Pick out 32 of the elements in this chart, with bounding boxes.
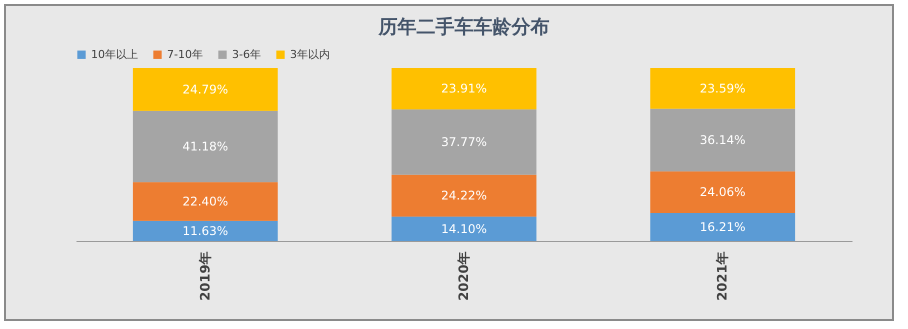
legend-label: 7-10年	[167, 48, 203, 61]
data-label: 23.91%	[441, 82, 487, 96]
data-label: 14.10%	[441, 222, 487, 236]
legend-label: 3-6年	[232, 48, 261, 61]
x-tick-label: 2020年	[457, 252, 472, 301]
x-tick-label: 2021年	[716, 252, 731, 301]
legend-label: 10年以上	[91, 48, 138, 61]
data-label: 37.77%	[441, 135, 487, 150]
data-label: 24.79%	[182, 82, 228, 96]
bar	[650, 108, 796, 172]
legend-label: 3年以内	[290, 48, 330, 61]
data-label: 24.22%	[441, 188, 487, 203]
bar	[132, 68, 278, 111]
data-label: 41.18%	[182, 140, 228, 154]
bar	[132, 182, 278, 221]
chart-title: 历年二手车车龄分布	[378, 16, 550, 38]
bar	[132, 220, 278, 241]
bar	[392, 216, 536, 241]
bar	[392, 174, 536, 217]
data-label: 22.40%	[182, 194, 228, 209]
bar	[650, 68, 796, 109]
data-label: 36.14%	[700, 133, 746, 148]
x-tick-label: 2019年	[198, 252, 214, 301]
data-label: 24.06%	[700, 185, 746, 200]
bar	[650, 212, 796, 241]
data-label: 23.59%	[700, 81, 746, 96]
bar	[392, 68, 536, 110]
bar	[392, 109, 536, 175]
bar	[132, 110, 278, 182]
data-label: 11.63%	[182, 224, 228, 238]
data-label: 16.21%	[700, 220, 746, 234]
bar	[650, 171, 796, 213]
